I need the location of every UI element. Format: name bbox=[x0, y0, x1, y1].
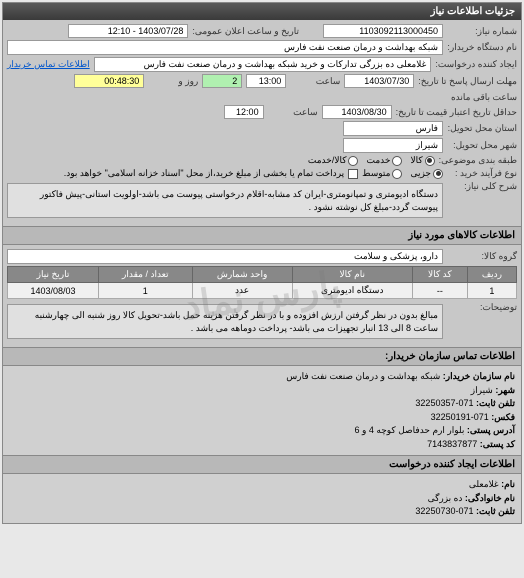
pub-datetime-value: 1403/07/28 - 12:10 bbox=[68, 24, 188, 38]
group-value: دارو، پزشکی و سلامت bbox=[7, 249, 443, 264]
process-note: پرداخت تمام یا بخشی از مبلغ خرید،از محل … bbox=[64, 168, 344, 179]
pub-datetime-label: تاریخ و ساعت اعلان عمومی: bbox=[192, 26, 299, 37]
col-row: ردیف bbox=[467, 267, 516, 283]
buyer-city-label: شهر: bbox=[495, 385, 515, 395]
radio-medium[interactable]: متوسط bbox=[362, 168, 402, 179]
need-no-label: شماره نیاز: bbox=[447, 26, 517, 37]
table-row: 1 -- دستگاه ادیومتری عدد 1 1403/08/03 bbox=[8, 283, 517, 299]
remain-label: ساعت باقی مانده bbox=[451, 92, 517, 103]
radio-kala[interactable]: کالا bbox=[410, 155, 434, 166]
buyer-postal-label: کد پستی: bbox=[480, 439, 515, 449]
days-label: روز و bbox=[148, 76, 198, 87]
buyer-address-label: آدرس پستی: bbox=[467, 425, 515, 435]
requester-label: ایجاد کننده درخواست: bbox=[435, 59, 517, 70]
col-unit: واحد شمارش bbox=[192, 267, 292, 283]
contact-creator-block: نام: غلامعلی نام خانوادگی: ده بزرگی تلفن… bbox=[3, 474, 521, 523]
notes-label: توضیحات: bbox=[447, 302, 517, 313]
deadline-label: مهلت ارسال پاسخ تا تاریخ: bbox=[418, 76, 517, 87]
creator-name-value: غلامعلی bbox=[469, 479, 499, 489]
need-no-value: 1103092113000450 bbox=[323, 24, 443, 38]
org-value: شبکه بهداشت و درمان صنعت نفت فارس bbox=[286, 371, 440, 381]
goods-section-title: اطلاعات کالاهای مورد نیاز bbox=[3, 226, 521, 245]
treasury-checkbox[interactable] bbox=[348, 169, 358, 179]
buyer-fax-value: 071-32250191 bbox=[431, 412, 489, 422]
org-label: نام سازمان خریدار: bbox=[443, 371, 515, 381]
remain-time: 00:48:30 bbox=[74, 74, 144, 88]
goods-area: گروه کالا: دارو، پزشکی و سلامت ردیف کد ک… bbox=[3, 245, 521, 347]
panel-header: جزئیات اطلاعات نیاز bbox=[3, 3, 521, 20]
buyer-postal-value: 7143837877 bbox=[427, 439, 477, 449]
city-value: شیراز bbox=[343, 138, 443, 153]
col-name: نام کالا bbox=[292, 267, 412, 283]
validity-time: 12:00 bbox=[224, 105, 264, 119]
notes-value: مبالغ بدون در نظر گرفتن ارزش افزوده و با… bbox=[7, 304, 443, 339]
province-value: فارس bbox=[343, 121, 443, 136]
city-label: شهر محل تحویل: bbox=[447, 140, 517, 151]
creator-phone-label: تلفن ثابت: bbox=[476, 506, 515, 516]
group-label: گروه کالا: bbox=[447, 251, 517, 262]
validity-date: 1403/08/30 bbox=[322, 105, 392, 119]
buyer-device-value: شبکه بهداشت و درمان صنعت نفت فارس bbox=[7, 40, 443, 55]
contact-buyer-title: اطلاعات تماس سازمان خریدار: bbox=[3, 347, 521, 366]
creator-name-label: نام: bbox=[501, 479, 515, 489]
process-label: نوع فرآیند خرید : bbox=[447, 168, 517, 179]
time-label-1: ساعت bbox=[290, 76, 340, 87]
deadline-date: 1403/07/30 bbox=[344, 74, 414, 88]
province-label: استان محل تحویل: bbox=[447, 123, 517, 134]
general-desc: دستگاه ادیومتری و تمپانومتری-ایران کد مش… bbox=[7, 183, 443, 218]
buyer-phone-label: تلفن ثابت: bbox=[476, 398, 515, 408]
col-date: تاریخ نیاز bbox=[8, 267, 99, 283]
creator-family-value: ده بزرگی bbox=[428, 493, 463, 503]
contact-link[interactable]: اطلاعات تماس خریدار bbox=[7, 59, 90, 70]
creator-phone-value: 071-32250730 bbox=[415, 506, 473, 516]
radio-khedmat[interactable]: خدمت bbox=[366, 155, 402, 166]
contact-buyer-block: نام سازمان خریدار: شبکه بهداشت و درمان ص… bbox=[3, 366, 521, 455]
deadline-time: 13:00 bbox=[246, 74, 286, 88]
validity-label: حداقل تاریخ اعتبار قیمت تا تاریخ: bbox=[396, 107, 517, 118]
contact-creator-title: اطلاعات ایجاد کننده درخواست bbox=[3, 455, 521, 474]
goods-header-row: ردیف کد کالا نام کالا واحد شمارش تعداد /… bbox=[8, 267, 517, 283]
buyer-phone-value: 071-32250357 bbox=[415, 398, 473, 408]
form-area: شماره نیاز: 1103092113000450 تاریخ و ساع… bbox=[3, 20, 521, 226]
process-radios: جزیی متوسط bbox=[362, 168, 443, 179]
days-value: 2 bbox=[202, 74, 242, 88]
radio-both[interactable]: کالا/خدمت bbox=[308, 155, 359, 166]
supplier-value: غلامعلی ده بزرگی تدارکات و خرید شبکه بهد… bbox=[94, 57, 432, 72]
general-label: شرح کلی نیاز: bbox=[447, 181, 517, 192]
category-radios: کالا خدمت کالا/خدمت bbox=[308, 155, 435, 166]
goods-table: ردیف کد کالا نام کالا واحد شمارش تعداد /… bbox=[7, 266, 517, 299]
buyer-device-label: نام دستگاه خریدار: bbox=[447, 42, 517, 53]
time-label-2: ساعت bbox=[268, 107, 318, 118]
buyer-city-value: شیراز bbox=[471, 385, 493, 395]
radio-small[interactable]: جزیی bbox=[410, 168, 443, 179]
buyer-address-value: بلوار ارم حدفاصل کوچه 4 و 6 bbox=[354, 425, 464, 435]
category-label: طبقه بندی موضوعی: bbox=[439, 155, 517, 166]
buyer-fax-label: فکس: bbox=[491, 412, 515, 422]
col-code: کد کالا bbox=[412, 267, 467, 283]
panel-title: جزئیات اطلاعات نیاز bbox=[431, 6, 515, 17]
col-qty: تعداد / مقدار bbox=[99, 267, 192, 283]
creator-family-label: نام خانوادگی: bbox=[465, 493, 515, 503]
main-panel: جزئیات اطلاعات نیاز شماره نیاز: 11030921… bbox=[2, 2, 522, 524]
